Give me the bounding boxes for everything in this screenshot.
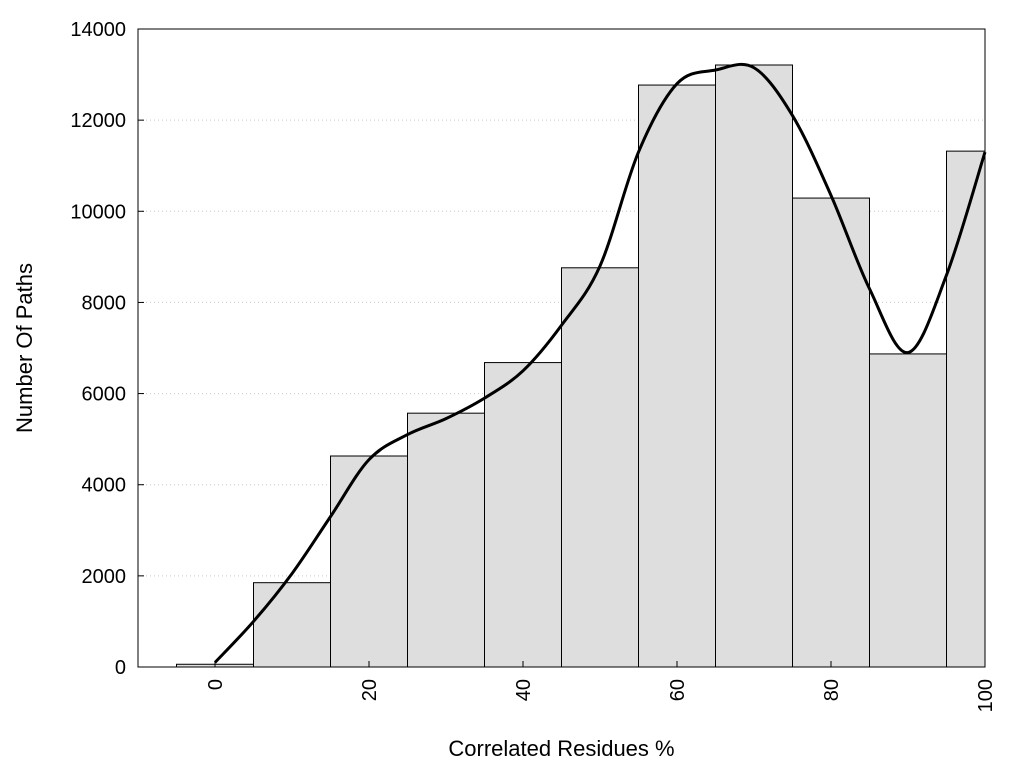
x-tick-label-80: 80 (821, 679, 843, 701)
trend-curve-group (213, 62, 987, 664)
bar-90 (869, 353, 947, 668)
y-axis-label: Number Of Paths (12, 263, 37, 433)
bar-100 (946, 150, 986, 668)
bar-30 (407, 412, 485, 668)
bar-10 (253, 582, 331, 668)
bar-80 (792, 197, 870, 668)
x-tick-label-100: 100 (975, 679, 997, 712)
x-tick-label-0: 0 (205, 679, 227, 690)
bar-40 (484, 362, 562, 668)
y-tick-label-8000: 8000 (82, 292, 127, 314)
y-tick-label-0: 0 (115, 657, 126, 679)
y-tick-label-6000: 6000 (82, 384, 127, 406)
y-axis-ticks: 0 2000 4000 6000 8000 10000 12000 14000 (70, 19, 144, 679)
bar-60 (638, 84, 716, 668)
bars-group (176, 64, 986, 668)
x-tick-label-20: 20 (359, 679, 381, 701)
y-tick-label-2000: 2000 (82, 566, 127, 588)
trend-curve (213, 62, 987, 664)
x-axis-ticks: 0 20 40 60 80 100 (205, 661, 997, 712)
x-tick-label-40: 40 (513, 679, 535, 701)
bar-70 (715, 64, 793, 668)
x-axis-label: Correlated Residues % (448, 736, 674, 761)
bar-20 (330, 455, 408, 668)
y-tick-label-4000: 4000 (82, 475, 127, 497)
y-tick-label-12000: 12000 (70, 110, 126, 132)
y-tick-label-10000: 10000 (70, 201, 126, 223)
bar-50 (561, 267, 639, 668)
y-tick-label-14000: 14000 (70, 19, 126, 41)
plot-frame (137, 28, 986, 668)
x-tick-label-60: 60 (667, 679, 689, 701)
